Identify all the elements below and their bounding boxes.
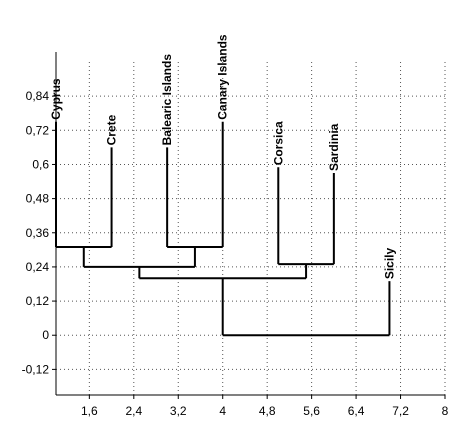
y-tick-label: 0,6 <box>32 157 49 171</box>
leaf-label: Sardinia <box>327 123 341 171</box>
y-tick-label: 0,36 <box>26 226 50 240</box>
y-tick-label: 0,24 <box>26 260 50 274</box>
y-tick-label: 0 <box>42 328 49 342</box>
y-tick-label: 0,12 <box>26 294 50 308</box>
leaf-label: Sicily <box>382 247 396 279</box>
leaf-label: Crete <box>105 114 119 145</box>
y-tick-label: -0,12 <box>22 362 50 376</box>
leaf-label: Cyprus <box>49 78 63 120</box>
x-tick-label: 1,6 <box>81 404 98 418</box>
x-tick-label: 6,4 <box>348 404 365 418</box>
x-tick-label: 5,6 <box>303 404 320 418</box>
x-tick-label: 8 <box>442 404 449 418</box>
x-tick-label: 4,8 <box>259 404 276 418</box>
x-tick-label: 7,2 <box>392 404 409 418</box>
y-tick-label: 0,84 <box>26 89 50 103</box>
leaf-label: Corsica <box>271 121 285 165</box>
leaf-label: Canary Islands <box>216 34 230 120</box>
x-tick-label: 3,2 <box>170 404 187 418</box>
y-tick-label: 0,72 <box>26 123 50 137</box>
leaf-label: Balearic Islands <box>160 54 174 146</box>
x-tick-label: 4 <box>219 404 226 418</box>
x-tick-label: 2,4 <box>125 404 142 418</box>
y-tick-label: 0,48 <box>26 192 50 206</box>
